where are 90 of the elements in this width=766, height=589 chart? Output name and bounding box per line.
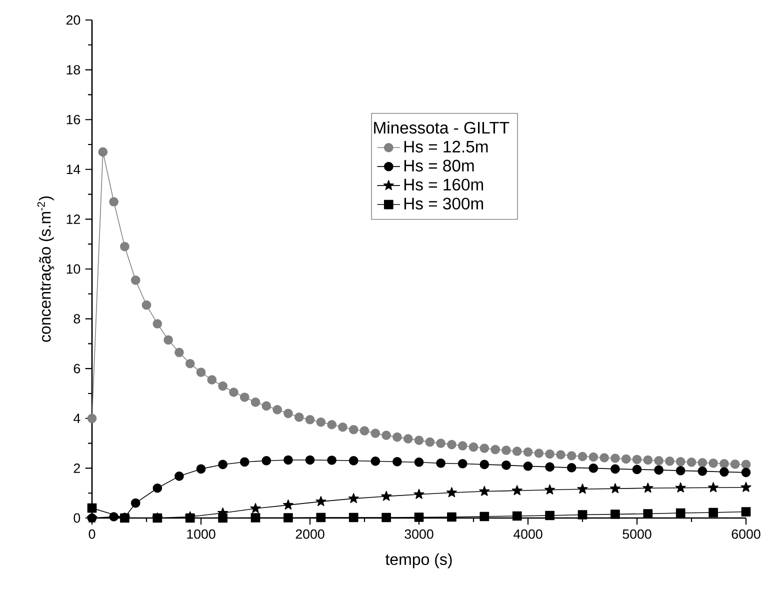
legend-title: Minessota - GILTT: [374, 121, 510, 134]
point: [284, 513, 293, 522]
point: [675, 482, 686, 492]
point: [502, 460, 511, 470]
point: [218, 460, 228, 470]
y-tick-label: 14: [66, 164, 80, 174]
point: [480, 512, 490, 522]
y-tick-label: 6: [74, 364, 80, 374]
point: [250, 503, 261, 514]
point: [218, 513, 228, 523]
point: [327, 456, 336, 465]
point: [512, 485, 522, 496]
point: [610, 464, 620, 474]
point: [174, 472, 184, 481]
point: [512, 511, 522, 521]
y-tick-label: 10: [66, 264, 80, 274]
point: [348, 456, 358, 466]
point: [316, 496, 326, 506]
point: [152, 513, 162, 523]
point: [545, 462, 554, 472]
x-tick-label: 0: [88, 529, 96, 539]
y-tick-label: 12: [66, 214, 80, 224]
point: [676, 508, 686, 518]
point: [708, 508, 718, 518]
point: [414, 458, 424, 467]
point: [414, 488, 424, 499]
point: [305, 455, 315, 465]
point: [348, 493, 359, 504]
point: [566, 463, 576, 472]
point: [262, 456, 272, 466]
point: [720, 467, 729, 477]
point: [479, 486, 490, 496]
point: [370, 456, 380, 466]
point: [523, 462, 533, 471]
point: [544, 484, 556, 494]
point: [414, 512, 424, 522]
point: [284, 455, 293, 465]
x-tick-label: 4000: [513, 529, 542, 539]
y-tick-label: 0: [74, 513, 80, 523]
point: [654, 465, 664, 475]
y-tick-label: 2: [74, 464, 80, 473]
y-tick-label: 4: [74, 414, 80, 423]
point: [610, 510, 620, 519]
legend-label: Hs = 160m: [404, 178, 484, 191]
point: [381, 490, 392, 501]
point: [741, 507, 751, 516]
y-tick-label: 18: [66, 65, 80, 75]
point: [740, 482, 752, 492]
x-tick-label: 1000: [187, 529, 216, 539]
y-tick-label: 20: [66, 15, 80, 25]
point: [109, 512, 118, 522]
y-tick-label: 8: [74, 314, 80, 324]
x-tick-label: 2000: [296, 529, 324, 539]
point: [698, 466, 708, 476]
point: [643, 509, 653, 518]
point: [676, 466, 686, 476]
point: [741, 468, 751, 478]
point: [436, 458, 446, 468]
point: [196, 464, 206, 474]
point: [316, 512, 326, 522]
point: [588, 464, 598, 473]
point: [87, 503, 97, 513]
point: [152, 483, 162, 493]
point: [447, 512, 456, 522]
x-axis-title: tempo (s): [385, 553, 452, 568]
y-tick-label: 16: [66, 114, 80, 124]
y-axis-title: concentração (s.m$^{-2}$): [37, 196, 54, 342]
point: [130, 498, 140, 508]
point: [382, 512, 391, 522]
point: [577, 484, 588, 494]
point: [282, 500, 294, 510]
legend-label: Hs = 300m: [404, 198, 484, 210]
point: [480, 460, 490, 470]
point: [458, 459, 468, 468]
point: [348, 512, 358, 522]
point: [632, 464, 642, 474]
point: [610, 483, 620, 494]
point: [250, 513, 260, 522]
point: [446, 487, 457, 498]
legend-label: Hs = 80m: [404, 160, 474, 172]
point: [642, 482, 654, 493]
point: [578, 510, 588, 520]
x-tick-label: 5000: [622, 529, 652, 539]
point: [392, 457, 402, 466]
point: [708, 482, 719, 492]
x-tick-label: 6000: [732, 529, 760, 539]
point: [240, 457, 250, 467]
legend-label: Hs = 12.5m: [404, 140, 488, 153]
point: [545, 510, 554, 520]
x-tick-label: 3000: [404, 529, 434, 539]
